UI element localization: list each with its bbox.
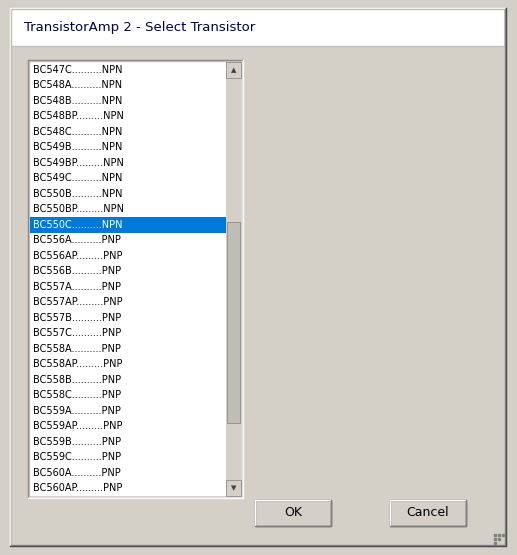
- Text: BC558A..........PNP: BC558A..........PNP: [33, 344, 121, 354]
- Text: BC547C..........NPN: BC547C..........NPN: [33, 65, 123, 75]
- FancyBboxPatch shape: [227, 221, 240, 422]
- Text: BC550B..........NPN: BC550B..........NPN: [33, 189, 123, 199]
- Text: BC559AP.........PNP: BC559AP.........PNP: [33, 421, 123, 431]
- Text: TransistorAmp 2 - Select Transistor: TransistorAmp 2 - Select Transistor: [24, 22, 255, 34]
- FancyBboxPatch shape: [30, 217, 226, 233]
- Text: BC549BP.........NPN: BC549BP.........NPN: [33, 158, 124, 168]
- Text: BC557B..........PNP: BC557B..........PNP: [33, 313, 121, 323]
- Text: BC550BP.........NPN: BC550BP.........NPN: [33, 204, 124, 214]
- Text: BC559C..........PNP: BC559C..........PNP: [33, 452, 121, 462]
- Text: Cancel: Cancel: [407, 507, 449, 519]
- Text: BC557C..........PNP: BC557C..........PNP: [33, 328, 121, 338]
- Text: OK: OK: [284, 507, 302, 519]
- Text: BC558C..........PNP: BC558C..........PNP: [33, 390, 121, 400]
- Text: BC548BP.........NPN: BC548BP.........NPN: [33, 111, 124, 121]
- Text: ▲: ▲: [231, 67, 236, 73]
- Text: BC557AP.........PNP: BC557AP.........PNP: [33, 297, 123, 307]
- Text: BC556B..........PNP: BC556B..........PNP: [33, 266, 121, 276]
- Text: BC557A..........PNP: BC557A..........PNP: [33, 282, 121, 292]
- FancyBboxPatch shape: [12, 10, 504, 46]
- Text: BC549B..........NPN: BC549B..........NPN: [33, 142, 123, 152]
- Text: BC559A..........PNP: BC559A..........PNP: [33, 406, 121, 416]
- Text: BC558AP.........PNP: BC558AP.........PNP: [33, 359, 123, 369]
- Text: BC560A..........PNP: BC560A..........PNP: [33, 468, 121, 478]
- Text: BC549C..........NPN: BC549C..........NPN: [33, 173, 123, 183]
- Text: BC548C..........NPN: BC548C..........NPN: [33, 127, 123, 137]
- FancyBboxPatch shape: [255, 500, 331, 526]
- FancyBboxPatch shape: [226, 480, 241, 496]
- Text: ▼: ▼: [231, 485, 236, 491]
- Text: BC550C..........NPN: BC550C..........NPN: [33, 220, 123, 230]
- Text: BC556A..........PNP: BC556A..........PNP: [33, 235, 121, 245]
- FancyBboxPatch shape: [226, 62, 241, 496]
- Text: BC559B..........PNP: BC559B..........PNP: [33, 437, 121, 447]
- Text: BC558B..........PNP: BC558B..........PNP: [33, 375, 121, 385]
- FancyBboxPatch shape: [30, 62, 226, 496]
- FancyBboxPatch shape: [226, 62, 241, 78]
- Text: BC548B..........NPN: BC548B..........NPN: [33, 96, 123, 106]
- Text: BC556AP.........PNP: BC556AP.........PNP: [33, 251, 123, 261]
- FancyBboxPatch shape: [390, 500, 466, 526]
- FancyBboxPatch shape: [12, 10, 504, 544]
- Text: BC548A..........NPN: BC548A..........NPN: [33, 80, 122, 90]
- Text: BC560AP.........PNP: BC560AP.........PNP: [33, 483, 123, 493]
